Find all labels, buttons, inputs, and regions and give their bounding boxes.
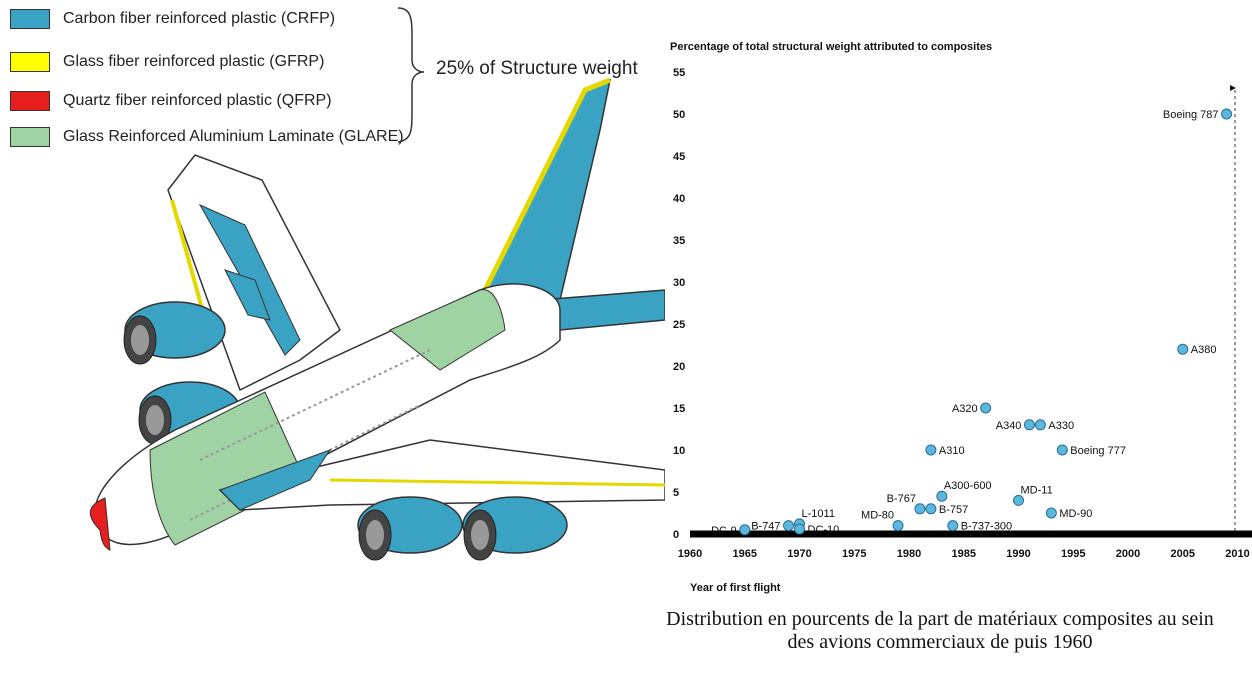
data-label: MD-80 (861, 510, 894, 522)
data-label: A320 (952, 403, 978, 415)
y-tick-label: 30 (673, 277, 685, 289)
x-tick-label: 1995 (1061, 548, 1085, 560)
legend-label-crfp: Carbon fiber reinforced plastic (CRFP) (63, 10, 336, 27)
fuselage (90, 283, 561, 551)
x-tick-label: 1985 (952, 548, 976, 560)
legend-item-crfp: Carbon fiber reinforced plastic (CRFP) (10, 8, 335, 30)
y-axis: 0 5 10 15 20 25 30 35 40 45 50 55 (673, 67, 685, 541)
front-right-engine (357, 496, 463, 561)
composites-scatter-chart: Percentage of total structural weight at… (670, 41, 1252, 594)
data-label: B-747 (751, 521, 780, 533)
y-tick-label: 55 (673, 67, 685, 79)
data-point (925, 444, 937, 456)
data-point (1177, 343, 1189, 355)
data-label: A380 (1191, 344, 1217, 356)
data-point (914, 503, 926, 515)
legend-label-gfrp: Glass fiber reinforced plastic (GFRP) (63, 53, 325, 70)
aircraft-material-illustration (90, 7, 665, 561)
vertical-tail (477, 77, 612, 302)
x-tick-label: 1970 (787, 548, 811, 560)
data-label: DC-9 (711, 525, 737, 537)
rear-left-engine (123, 301, 226, 365)
data-label: Boeing 777 (1070, 445, 1126, 457)
y-tick-label: 35 (673, 235, 685, 247)
data-label: DC-10 (808, 524, 840, 536)
data-label: MD-90 (1059, 508, 1092, 520)
data-label: B-757 (939, 504, 968, 516)
data-label: A340 (996, 420, 1022, 432)
data-point (739, 524, 751, 536)
y-tick-label: 15 (673, 403, 685, 415)
y-tick-label: 5 (673, 487, 679, 499)
data-label: B-767 (887, 493, 916, 505)
legend-item-qfrp: Quartz fiber reinforced plastic (QFRP) (10, 90, 332, 112)
rear-right-engine (462, 496, 568, 561)
data-point (892, 520, 904, 532)
data-label: MD-11 (1021, 484, 1053, 496)
legend-swatch-crfp (10, 9, 50, 29)
data-points: DC-9 B-747 L-1011 DC-10 MD-80 B-767 B-757 A300-… (711, 108, 1233, 537)
data-label: A300-600 (944, 480, 992, 492)
data-point (794, 523, 805, 535)
y-tick-label: 0 (673, 529, 679, 541)
data-point (925, 503, 937, 515)
data-point (936, 490, 948, 502)
x-tick-label: 1990 (1006, 548, 1030, 560)
data-point (1045, 507, 1057, 519)
legend-item-gfrp: Glass fiber reinforced plastic (GFRP) (10, 51, 324, 73)
y-tick-label: 50 (673, 109, 685, 121)
y-tick-label: 10 (673, 445, 685, 457)
x-tick-label: 1975 (842, 548, 866, 560)
x-tick-label: 1965 (733, 548, 757, 560)
x-tick-label: 1980 (897, 548, 921, 560)
data-label: L-1011 (802, 508, 835, 520)
figure-caption: Distribution en pourcents de la part de … (666, 608, 1214, 653)
x-axis: 1960 1965 1970 1975 1980 1985 1990 1995 2000 2005… (678, 548, 1250, 560)
data-label: A330 (1048, 420, 1074, 432)
data-point (947, 520, 959, 532)
data-point (1056, 444, 1068, 456)
data-point (980, 402, 992, 414)
y-tick-label: 25 (673, 319, 685, 331)
data-point (1023, 419, 1035, 431)
legend-swatch-gfrp (10, 52, 50, 72)
legend-swatch-qfrp (10, 91, 50, 111)
y-tick-label: 40 (673, 193, 685, 205)
chart-title: Percentage of total structural weight at… (670, 41, 992, 53)
legend-label-glare: Glass Reinforced Aluminium Laminate (GLA… (63, 128, 404, 145)
legend-brace (397, 7, 425, 143)
x-tick-label: 2005 (1171, 548, 1195, 560)
data-point (1013, 494, 1024, 506)
legend-item-glare: Glass Reinforced Aluminium Laminate (GLA… (10, 126, 404, 148)
data-point (1034, 419, 1046, 431)
legend-label-qfrp: Quartz fiber reinforced plastic (QFRP) (63, 92, 332, 109)
y-tick-label: 45 (673, 151, 685, 163)
data-label: A310 (939, 445, 965, 457)
legend-swatch-glare (10, 127, 50, 147)
right-wing (218, 439, 665, 511)
data-point (783, 520, 795, 532)
arrow-right-icon (1230, 85, 1236, 91)
x-tick-label: 1960 (678, 548, 702, 560)
left-wing (167, 154, 341, 392)
data-point (1221, 108, 1233, 120)
x-tick-label: 2000 (1116, 548, 1140, 560)
x-axis-label: Year of first flight (690, 582, 781, 594)
structure-weight-note: 25% of Structure weight (436, 58, 638, 79)
data-label: Boeing 787 (1163, 109, 1219, 121)
x-tick-label: 2010 (1225, 548, 1249, 560)
data-label: B-737-300 (961, 521, 1012, 533)
y-tick-label: 20 (673, 361, 685, 373)
